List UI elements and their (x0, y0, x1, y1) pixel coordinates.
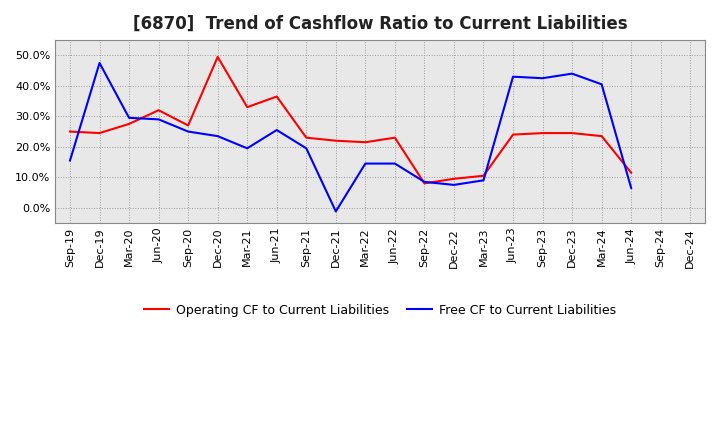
Operating CF to Current Liabilities (598, 133, 606, 139)
Free CF to Current Liabilities (95, 60, 104, 66)
Free CF to Current Liabilities (272, 128, 281, 133)
Operating CF to Current Liabilities (361, 139, 369, 145)
Title: [6870]  Trend of Cashflow Ratio to Current Liabilities: [6870] Trend of Cashflow Ratio to Curren… (132, 15, 627, 33)
Free CF to Current Liabilities (390, 161, 399, 166)
Free CF to Current Liabilities (568, 71, 577, 76)
Operating CF to Current Liabilities (539, 130, 547, 136)
Line: Operating CF to Current Liabilities: Operating CF to Current Liabilities (70, 57, 631, 183)
Free CF to Current Liabilities (627, 185, 636, 191)
Free CF to Current Liabilities (302, 146, 310, 151)
Free CF to Current Liabilities (420, 179, 428, 184)
Operating CF to Current Liabilities (302, 135, 310, 140)
Operating CF to Current Liabilities (509, 132, 518, 137)
Operating CF to Current Liabilities (184, 123, 192, 128)
Operating CF to Current Liabilities (154, 108, 163, 113)
Operating CF to Current Liabilities (125, 121, 133, 127)
Operating CF to Current Liabilities (331, 138, 340, 143)
Free CF to Current Liabilities (449, 182, 458, 187)
Free CF to Current Liabilities (598, 82, 606, 87)
Operating CF to Current Liabilities (243, 105, 251, 110)
Free CF to Current Liabilities (213, 133, 222, 139)
Legend: Operating CF to Current Liabilities, Free CF to Current Liabilities: Operating CF to Current Liabilities, Fre… (140, 299, 621, 322)
Operating CF to Current Liabilities (95, 130, 104, 136)
Operating CF to Current Liabilities (390, 135, 399, 140)
Operating CF to Current Liabilities (272, 94, 281, 99)
Operating CF to Current Liabilities (420, 181, 428, 186)
Operating CF to Current Liabilities (568, 130, 577, 136)
Operating CF to Current Liabilities (66, 129, 74, 134)
Free CF to Current Liabilities (243, 146, 251, 151)
Free CF to Current Liabilities (539, 76, 547, 81)
Free CF to Current Liabilities (361, 161, 369, 166)
Operating CF to Current Liabilities (480, 173, 488, 178)
Free CF to Current Liabilities (480, 178, 488, 183)
Operating CF to Current Liabilities (627, 170, 636, 176)
Free CF to Current Liabilities (331, 209, 340, 214)
Free CF to Current Liabilities (184, 129, 192, 134)
Free CF to Current Liabilities (66, 158, 74, 163)
Operating CF to Current Liabilities (213, 54, 222, 59)
Operating CF to Current Liabilities (449, 176, 458, 181)
Free CF to Current Liabilities (125, 115, 133, 121)
Free CF to Current Liabilities (154, 117, 163, 122)
Free CF to Current Liabilities (509, 74, 518, 79)
Line: Free CF to Current Liabilities: Free CF to Current Liabilities (70, 63, 631, 212)
